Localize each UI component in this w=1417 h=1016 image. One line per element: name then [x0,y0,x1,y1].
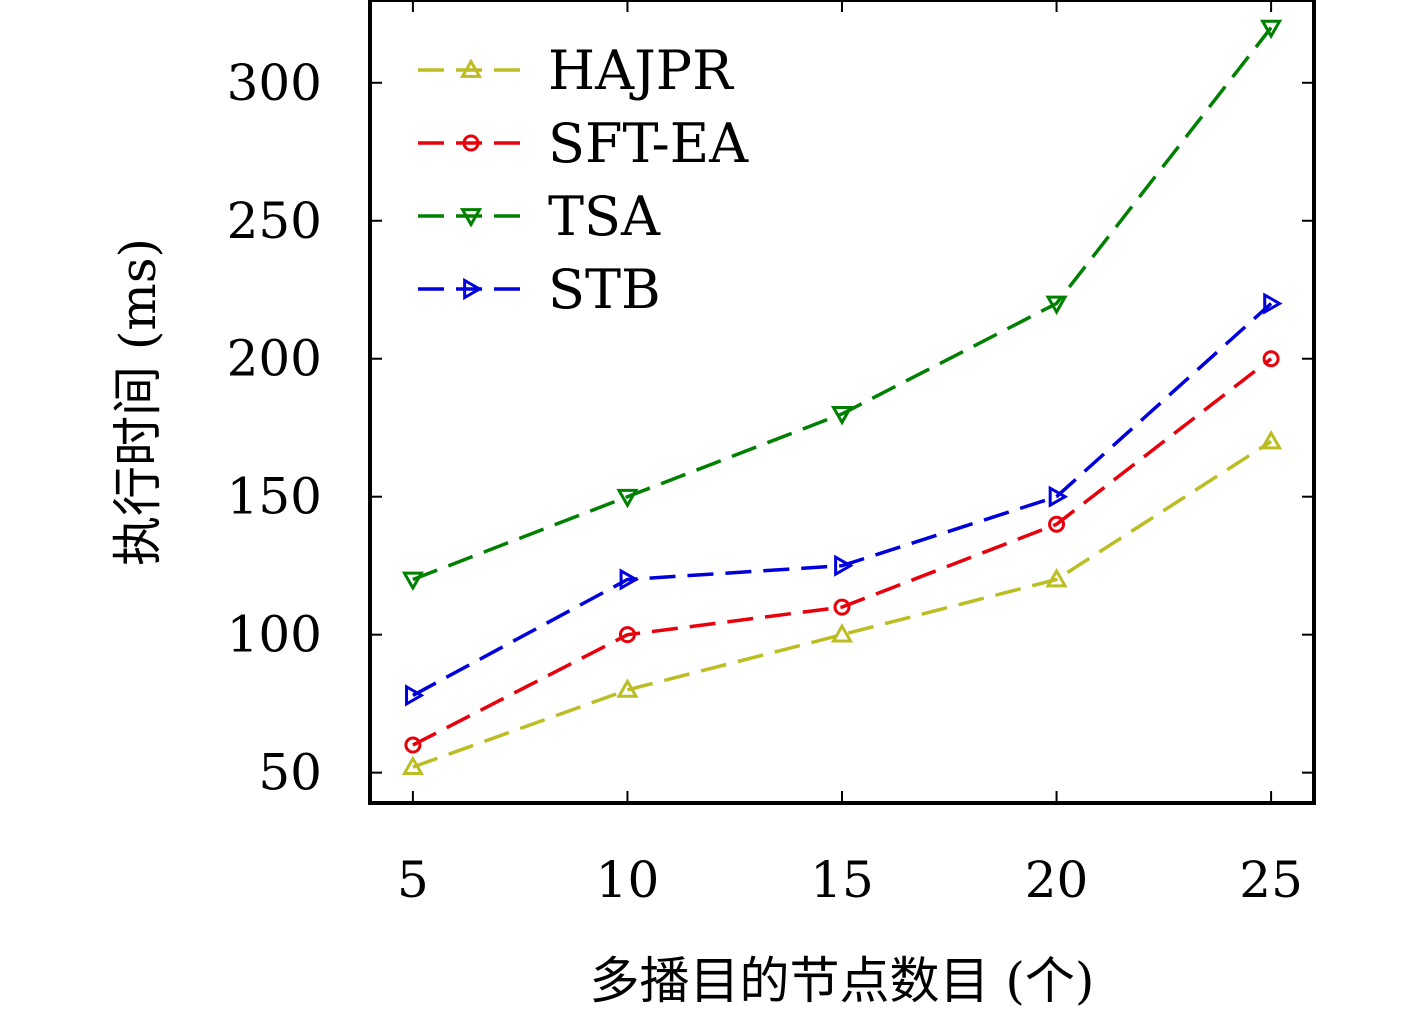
data-point-hajpr-15 [830,623,854,643]
y-tick-label: 50 [258,744,322,802]
data-point-hajpr-5 [401,755,424,776]
data-point-sft-ea-15 [833,598,851,616]
legend-entry-hajpr: HAJPR [418,39,734,102]
data-point-tsa-15 [830,406,854,426]
y-tick-label: 150 [227,468,322,526]
legend-entry-tsa: TSA [418,185,661,248]
legend-label: STB [548,258,661,321]
legend-marker [459,208,483,228]
legend-marker [459,58,483,78]
legend-label: SFT-EA [548,112,749,175]
y-axis: 50 100 150 200 250 300 [227,54,1314,802]
plot-frame [368,0,1316,805]
legend-marker [463,277,483,301]
series-line-tsa [412,26,1273,582]
legend-label: TSA [548,185,661,248]
data-point-tsa-20 [1045,295,1068,316]
x-tick-label: 10 [596,851,660,909]
data-point-sft-ea-5 [404,736,422,754]
series-line-sft-ea [412,357,1273,747]
x-axis-label: 多播目的节点数目 (个) [590,952,1095,1010]
x-tick-label: 5 [397,851,429,909]
data-point-tsa-5 [401,571,424,592]
series-layer [401,19,1283,776]
y-tick-label: 300 [227,54,322,112]
series-stb [405,292,1283,707]
legend-marker [462,134,480,152]
data-point-sft-ea-25 [1262,350,1280,368]
series-tsa [401,19,1283,592]
data-point-hajpr-25 [1260,429,1283,450]
series-sft-ea [404,350,1280,754]
y-tick-label: 200 [227,330,322,388]
data-point-stb-10 [619,568,639,591]
data-point-stb-20 [1048,485,1069,508]
series-line-hajpr [412,440,1273,769]
legend-entry-stb: STB [418,258,661,321]
x-axis: 5 10 15 20 25 [397,0,1303,909]
y-axis-label: 执行时间 (ms) [109,238,167,566]
legend-entry-sft-ea: SFT-EA [418,112,749,175]
y-tick-label: 250 [227,192,322,250]
x-tick-label: 20 [1025,851,1089,909]
data-point-sft-ea-20 [1048,515,1066,533]
data-point-hajpr-10 [616,678,639,698]
x-tick-label: 25 [1239,851,1303,909]
data-point-stb-5 [405,684,425,707]
series-line-stb [412,302,1273,697]
data-point-stb-25 [1263,292,1283,315]
data-point-tsa-10 [616,488,639,509]
legend: HAJPR SFT-EA TSA STB [418,39,749,321]
y-tick-label: 100 [227,606,322,664]
data-point-stb-15 [834,554,854,577]
data-point-hajpr-20 [1045,567,1068,588]
legend-label: HAJPR [548,39,734,102]
data-point-sft-ea-10 [618,626,636,644]
data-point-tsa-25 [1260,19,1283,40]
series-hajpr [401,429,1283,776]
x-tick-label: 15 [810,851,874,909]
